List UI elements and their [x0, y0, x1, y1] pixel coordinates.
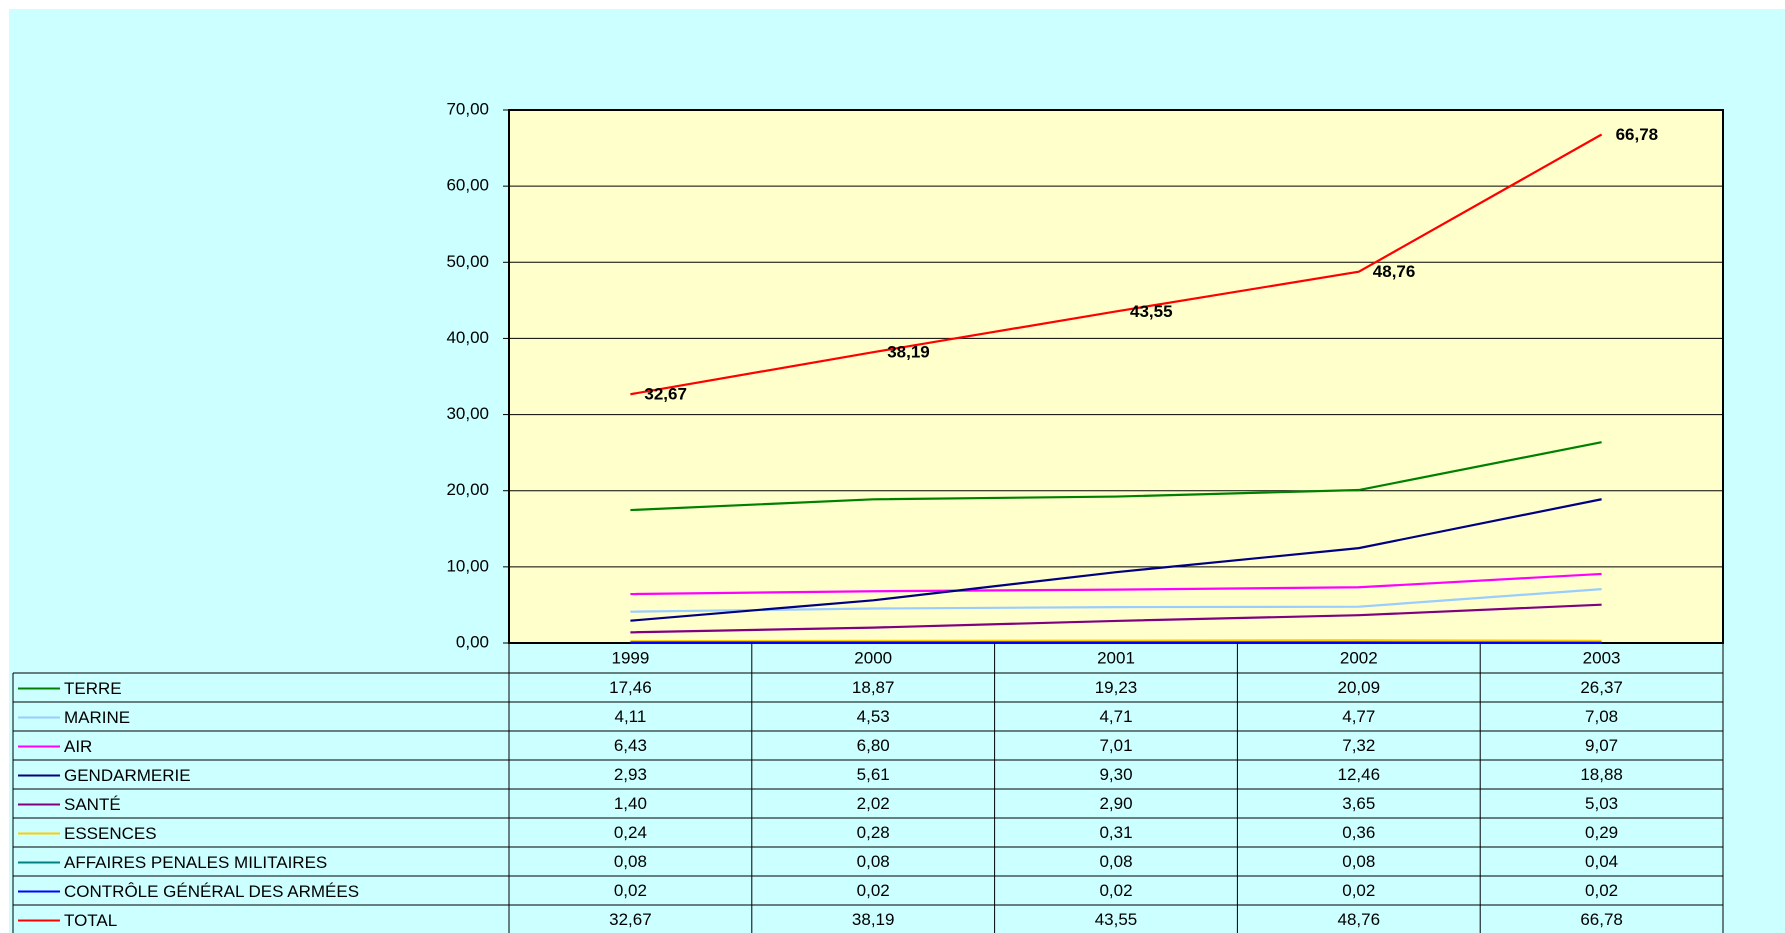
table-cell: 0,08 — [614, 852, 647, 871]
y-tick-label: 10,00 — [446, 556, 489, 575]
table-cell: 0,02 — [857, 881, 890, 900]
table-cell: 2,90 — [1099, 794, 1132, 813]
table-cell: 48,76 — [1338, 910, 1381, 929]
table-cell: 5,03 — [1585, 794, 1618, 813]
table-cell: 17,46 — [609, 678, 652, 697]
table-cell: 66,78 — [1580, 910, 1623, 929]
x-tick-label: 2002 — [1340, 648, 1378, 667]
table-cell: 0,31 — [1099, 823, 1132, 842]
table-cell: 6,80 — [857, 736, 890, 755]
legend-label: AIR — [64, 737, 92, 756]
table-cell: 12,46 — [1338, 765, 1381, 784]
table-cell: 2,02 — [857, 794, 890, 813]
table-cell: 0,02 — [1342, 881, 1375, 900]
table-cell: 26,37 — [1580, 678, 1623, 697]
x-tick-label: 1999 — [611, 648, 649, 667]
table-cell: 2,93 — [614, 765, 647, 784]
table-cell: 20,09 — [1338, 678, 1381, 697]
y-tick-label: 60,00 — [446, 176, 489, 195]
y-tick-label: 0,00 — [456, 632, 489, 651]
table-cell: 38,19 — [852, 910, 895, 929]
data-label: 48,76 — [1373, 262, 1416, 281]
table-cell: 43,55 — [1095, 910, 1138, 929]
series-line — [630, 441, 1602, 512]
x-tick-label: 2001 — [1097, 648, 1135, 667]
table-cell: 0,02 — [1099, 881, 1132, 900]
data-label: 38,19 — [887, 343, 930, 362]
y-tick-label: 70,00 — [446, 99, 489, 118]
x-tick-label: 2000 — [854, 648, 892, 667]
table-cell: 0,29 — [1585, 823, 1618, 842]
table-cell: 4,53 — [857, 707, 890, 726]
table-cell: 3,65 — [1342, 794, 1375, 813]
table-cell: 0,36 — [1342, 823, 1375, 842]
series-line — [630, 133, 1603, 396]
legend-label: CONTRÔLE GÉNÉRAL DES ARMÉES — [64, 882, 359, 901]
y-tick-label: 40,00 — [446, 328, 489, 347]
data-label: 66,78 — [1616, 125, 1659, 144]
table-cell: 7,01 — [1099, 736, 1132, 755]
table-cell: 0,08 — [1099, 852, 1132, 871]
table-cell: 7,08 — [1585, 707, 1618, 726]
legend-label: GENDARMERIE — [64, 766, 191, 785]
table-cell: 0,28 — [857, 823, 890, 842]
series-line — [630, 639, 1602, 643]
legend-label: TOTAL — [64, 911, 117, 930]
table-cell: 4,71 — [1099, 707, 1132, 726]
y-tick-label: 20,00 — [446, 480, 489, 499]
data-label: 32,67 — [644, 385, 687, 404]
legend-label: TERRE — [64, 679, 122, 698]
table-cell: 6,43 — [614, 736, 647, 755]
table-cell: 1,40 — [614, 794, 647, 813]
data-label: 43,55 — [1130, 302, 1173, 321]
legend-label: ESSENCES — [64, 824, 157, 843]
table-cell: 7,32 — [1342, 736, 1375, 755]
table-cell: 0,02 — [1585, 881, 1618, 900]
table-cell: 18,88 — [1580, 765, 1623, 784]
plot-area — [509, 110, 1723, 643]
table-cell: 5,61 — [857, 765, 890, 784]
series-line — [630, 587, 1602, 613]
series-line — [630, 498, 1602, 622]
table-cell: 0,08 — [1342, 852, 1375, 871]
table-cell: 9,07 — [1585, 736, 1618, 755]
series-line — [630, 572, 1602, 596]
legend-label: AFFAIRES PENALES MILITAIRES — [64, 853, 327, 872]
table-cell: 19,23 — [1095, 678, 1138, 697]
x-tick-label: 2003 — [1583, 648, 1621, 667]
table-cell: 4,77 — [1342, 707, 1375, 726]
table-cell: 32,67 — [609, 910, 652, 929]
table-cell: 4,11 — [614, 707, 646, 726]
y-tick-label: 30,00 — [446, 404, 489, 423]
y-tick-label: 50,00 — [446, 252, 489, 271]
legend-label: MARINE — [64, 708, 130, 727]
series-line — [630, 603, 1602, 634]
legend-label: SANTÉ — [64, 795, 121, 814]
table-cell: 18,87 — [852, 678, 895, 697]
table-cell: 0,02 — [614, 881, 647, 900]
table-cell: 0,08 — [857, 852, 890, 871]
table-cell: 0,24 — [614, 823, 647, 842]
table-cell: 0,04 — [1585, 852, 1618, 871]
table-cell: 9,30 — [1099, 765, 1132, 784]
